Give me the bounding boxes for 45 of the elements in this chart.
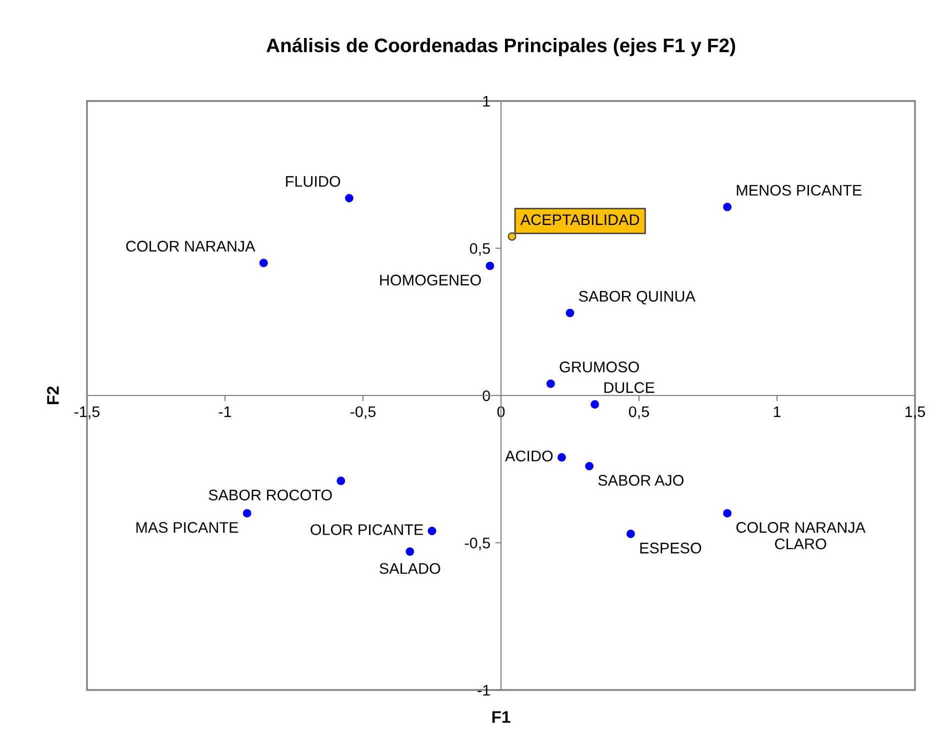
point — [344, 194, 354, 202]
point — [336, 476, 346, 486]
point — [585, 462, 594, 470]
data-label: ACEPTABILIDAD — [520, 214, 640, 226]
x-tick-label: -0,5 — [350, 406, 376, 419]
point — [406, 547, 414, 556]
data-label: SALADO — [380, 563, 440, 574]
y-axis-title: F2 — [47, 386, 59, 404]
y-tick-label: -1 — [478, 685, 490, 696]
point — [486, 262, 494, 270]
data-label: DULCE — [604, 382, 654, 393]
data-label: ACIDO — [505, 450, 553, 462]
point — [259, 258, 268, 268]
data-label: SABOR QUINUA — [579, 290, 696, 304]
x-tick-label: 1 — [774, 406, 781, 417]
point — [590, 400, 600, 409]
point — [508, 232, 516, 241]
point — [566, 308, 574, 318]
x-tick-label: -1,5 — [74, 406, 100, 419]
x-tick-label: 1,5 — [906, 406, 925, 419]
y-tick-label: 1 — [483, 96, 490, 107]
data-label: HOMOGENEO — [380, 274, 481, 286]
data-label: FLUIDO — [286, 176, 340, 187]
data-label: MAS PICANTE — [136, 522, 238, 533]
data-label: MENOS PICANTE — [736, 184, 862, 196]
point — [428, 526, 436, 536]
point — [723, 509, 732, 518]
y-tick-label: 0,5 — [470, 243, 490, 256]
point — [242, 509, 252, 518]
point — [546, 379, 555, 388]
data-label: COLOR NARANJA CLARO — [736, 522, 866, 550]
chart-title: Análisis de Coordenadas Principales (ejes F1 y F2) — [266, 38, 736, 56]
data-label: COLOR NARANJA — [126, 240, 256, 252]
x-tick-label: -1 — [218, 406, 232, 417]
data-label: GRUMOSO — [560, 362, 639, 372]
x-tick-label: 0,5 — [628, 406, 649, 419]
y-tick-label: -0,5 — [464, 538, 490, 550]
point — [557, 453, 566, 462]
data-label: OLOR PICANTE — [310, 524, 424, 536]
data-label: SABOR AJO — [598, 474, 684, 486]
point — [626, 530, 635, 538]
x-axis-title: F1 — [492, 711, 510, 723]
data-label: SABOR ROCOTO — [208, 490, 332, 500]
data-label: ESPESO — [640, 542, 702, 554]
point — [723, 202, 732, 212]
